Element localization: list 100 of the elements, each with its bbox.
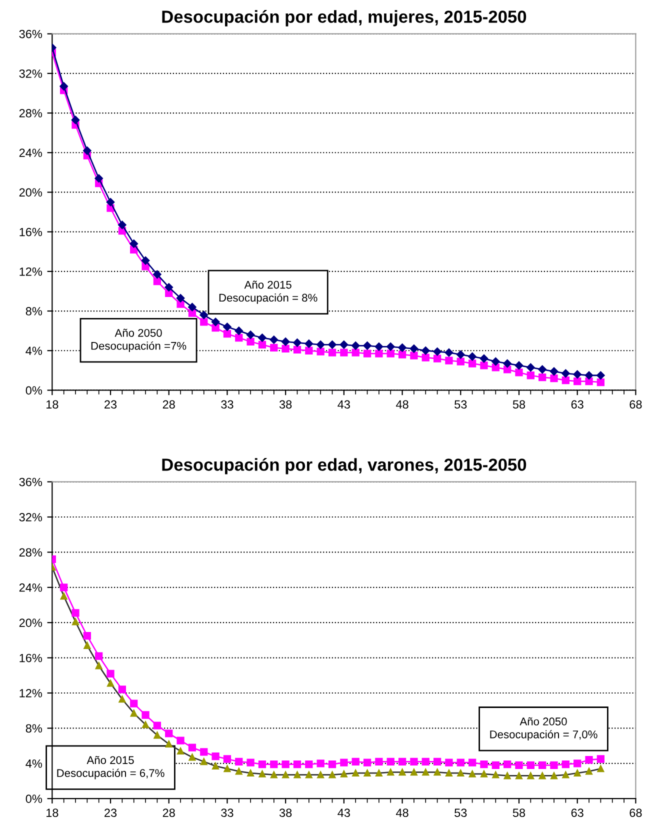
point bbox=[538, 772, 546, 780]
y-tick-label: 4% bbox=[26, 346, 42, 355]
chart-title: Desocupación por edad, varones, 2015-2050 bbox=[162, 458, 526, 474]
point bbox=[444, 348, 454, 357]
point bbox=[468, 360, 476, 368]
point bbox=[200, 318, 208, 326]
point bbox=[328, 340, 336, 349]
point bbox=[118, 696, 126, 703]
point bbox=[422, 354, 430, 362]
x-tick-label: 18 bbox=[46, 808, 58, 817]
point bbox=[480, 362, 488, 370]
point bbox=[246, 338, 254, 346]
point bbox=[305, 760, 313, 768]
x-tick-label: 58 bbox=[512, 400, 526, 409]
annotation: Año 2050 Desocupación =7% bbox=[91, 328, 186, 352]
point bbox=[234, 326, 244, 335]
point bbox=[258, 340, 266, 349]
point bbox=[445, 770, 452, 777]
point bbox=[363, 758, 372, 766]
point bbox=[106, 198, 115, 206]
point bbox=[410, 344, 418, 353]
point bbox=[281, 338, 290, 346]
point bbox=[153, 270, 162, 279]
x-tick-label: 23 bbox=[104, 808, 117, 817]
point bbox=[514, 361, 524, 370]
point bbox=[142, 711, 150, 719]
point bbox=[316, 348, 324, 356]
point bbox=[212, 752, 220, 760]
point bbox=[422, 768, 430, 776]
point bbox=[538, 761, 546, 769]
point bbox=[130, 710, 138, 717]
point bbox=[316, 760, 324, 768]
point bbox=[188, 302, 196, 312]
point bbox=[165, 730, 173, 738]
point bbox=[142, 721, 149, 728]
point bbox=[468, 770, 476, 778]
point bbox=[538, 374, 546, 382]
point bbox=[468, 352, 476, 361]
point bbox=[468, 758, 476, 766]
point bbox=[118, 686, 126, 694]
point bbox=[153, 278, 162, 286]
point bbox=[270, 344, 278, 352]
point bbox=[153, 722, 162, 730]
x-tick-label: 18 bbox=[46, 400, 58, 409]
point bbox=[538, 365, 546, 374]
point bbox=[456, 758, 464, 766]
point bbox=[410, 768, 418, 776]
y-tick-label: 12% bbox=[20, 689, 42, 698]
point bbox=[363, 350, 372, 358]
chart-title: Desocupación por edad, mujeres, 2015-2050 bbox=[162, 10, 526, 26]
point bbox=[386, 758, 394, 766]
point bbox=[526, 761, 534, 769]
point bbox=[480, 354, 488, 363]
point bbox=[293, 338, 302, 347]
point bbox=[562, 369, 570, 378]
point bbox=[562, 760, 570, 768]
point bbox=[527, 772, 534, 780]
y-tick-label: 32% bbox=[19, 69, 42, 78]
point bbox=[176, 300, 184, 308]
point bbox=[515, 368, 523, 376]
y-tick-label: 8% bbox=[26, 307, 42, 316]
point bbox=[258, 760, 266, 768]
point bbox=[293, 346, 302, 354]
point bbox=[526, 372, 534, 380]
y-tick-label: 8% bbox=[26, 724, 42, 733]
x-tick-label: 33 bbox=[221, 400, 234, 409]
point bbox=[433, 354, 442, 362]
point bbox=[223, 755, 232, 763]
point bbox=[164, 283, 173, 292]
point bbox=[235, 334, 243, 342]
point bbox=[480, 760, 488, 768]
point bbox=[188, 309, 196, 317]
point bbox=[304, 340, 314, 348]
x-tick-label: 68 bbox=[630, 808, 642, 817]
point bbox=[282, 771, 290, 778]
x-tick-label: 63 bbox=[571, 808, 584, 817]
point bbox=[386, 342, 395, 351]
x-tick-label: 28 bbox=[162, 808, 175, 817]
point bbox=[142, 262, 150, 270]
point bbox=[433, 758, 442, 766]
point bbox=[60, 584, 68, 592]
y-tick-label: 4% bbox=[26, 759, 42, 768]
point bbox=[60, 82, 68, 90]
point bbox=[492, 761, 500, 769]
annotation: Año 2015 Desocupación = 6,7% bbox=[57, 756, 164, 780]
point bbox=[433, 347, 442, 356]
point bbox=[574, 760, 582, 768]
point bbox=[586, 768, 592, 775]
y-tick-label: 28% bbox=[19, 109, 42, 118]
point bbox=[270, 771, 278, 778]
point bbox=[550, 772, 558, 780]
point bbox=[398, 768, 406, 776]
point bbox=[504, 772, 511, 780]
point bbox=[235, 768, 242, 775]
point bbox=[177, 748, 184, 755]
y-tick-label: 20% bbox=[19, 188, 42, 197]
point bbox=[141, 256, 150, 265]
point bbox=[596, 371, 605, 380]
point bbox=[445, 758, 453, 766]
x-tick-label: 53 bbox=[454, 400, 467, 409]
